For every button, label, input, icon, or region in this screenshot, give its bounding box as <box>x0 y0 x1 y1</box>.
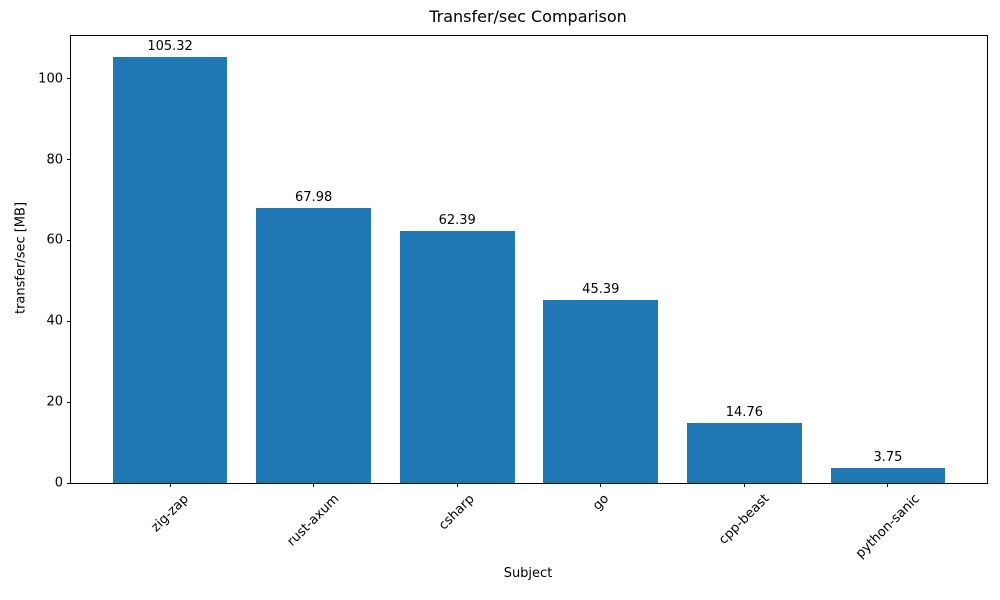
x-tick-label: csharp <box>436 492 478 534</box>
y-tick-label: 40 <box>46 313 63 329</box>
bar <box>543 299 659 483</box>
bar <box>112 57 228 483</box>
bar <box>830 467 946 483</box>
bar-value-label: 3.75 <box>873 449 903 465</box>
y-tick-mark <box>67 401 71 403</box>
x-tick-mark <box>887 483 889 487</box>
y-tick-mark <box>67 482 71 484</box>
x-tick-label: zig-zap <box>148 491 192 536</box>
x-axis-label: Subject <box>503 566 553 581</box>
y-tick-mark <box>67 239 71 241</box>
x-tick-label: rust-axum <box>284 492 343 550</box>
bar-value-label: 105.32 <box>147 39 193 55</box>
bar-value-label: 62.39 <box>438 212 476 228</box>
bar-value-label: 14.76 <box>725 405 763 421</box>
bar-value-label: 67.98 <box>295 190 333 206</box>
plot-area: 0 20 40 60 80 100 105.32 zig-zap 67.98 rust-axum 6… <box>38 35 988 562</box>
y-tick-label: 0 <box>54 475 63 491</box>
bar-value-label: 45.39 <box>582 281 620 297</box>
x-tick-mark <box>313 483 315 487</box>
x-tick-mark <box>600 483 602 487</box>
x-tick-mark <box>743 483 745 487</box>
y-tick-label: 20 <box>46 394 63 410</box>
chart-title: Transfer/sec Comparison <box>429 7 627 26</box>
y-tick-mark <box>67 78 71 80</box>
y-tick-label: 100 <box>38 71 63 87</box>
bar <box>686 423 802 483</box>
x-tick-mark <box>169 483 171 487</box>
y-tick-label: 80 <box>46 152 63 168</box>
x-tick-label: python-sanic <box>852 492 923 562</box>
y-axis-label: transfer/sec [MB] <box>13 201 29 315</box>
x-tick-mark <box>456 483 458 487</box>
y-tick-mark <box>67 320 71 322</box>
x-tick-label: go <box>589 491 612 514</box>
x-tick-label: cpp-beast <box>716 491 773 549</box>
bar <box>399 230 515 483</box>
y-tick-mark <box>67 159 71 161</box>
bar <box>256 208 372 483</box>
y-tick-label: 60 <box>46 232 63 248</box>
